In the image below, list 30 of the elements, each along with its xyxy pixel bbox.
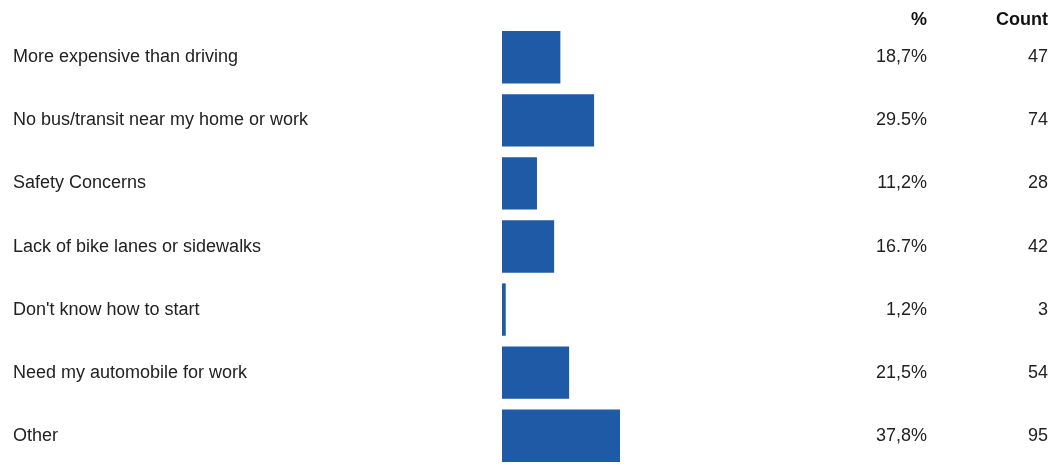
text: 3	[1037, 298, 1048, 319]
text: 95	[1027, 424, 1048, 445]
y-tick-label: No bus/transit near my home or work	[13, 109, 310, 130]
data-label: 21,5%	[875, 361, 927, 382]
data-label: 37,8%	[875, 424, 927, 445]
bar	[502, 94, 595, 147]
data-label: 18,7%	[875, 46, 927, 67]
y-tick-label: Need my automobile for work	[13, 361, 249, 382]
data-label: 11,2%	[877, 172, 927, 193]
text: Count	[996, 9, 1048, 29]
data-label: 1,2%	[885, 298, 927, 319]
y-tick-label: Lack of bike lanes or sidewalks	[13, 235, 262, 256]
text: 74	[1027, 109, 1048, 130]
y-tick-label: More expensive than driving	[13, 46, 239, 67]
data-label: 29.5%	[875, 109, 927, 130]
text: %	[910, 9, 927, 29]
text: 42	[1027, 235, 1048, 256]
y-tick-label: Other	[13, 424, 59, 445]
text: 47	[1027, 46, 1048, 67]
data-label: 16.7%	[875, 235, 927, 256]
bar	[502, 31, 561, 84]
text: 28	[1027, 172, 1048, 193]
y-tick-label: Safety Concerns	[13, 172, 147, 193]
bar	[502, 220, 555, 273]
bar	[502, 283, 506, 336]
y-tick-label: Don't know how to start	[13, 298, 200, 319]
bar	[502, 409, 620, 462]
bar	[502, 346, 570, 399]
bar	[502, 157, 537, 210]
text: 54	[1027, 361, 1048, 382]
